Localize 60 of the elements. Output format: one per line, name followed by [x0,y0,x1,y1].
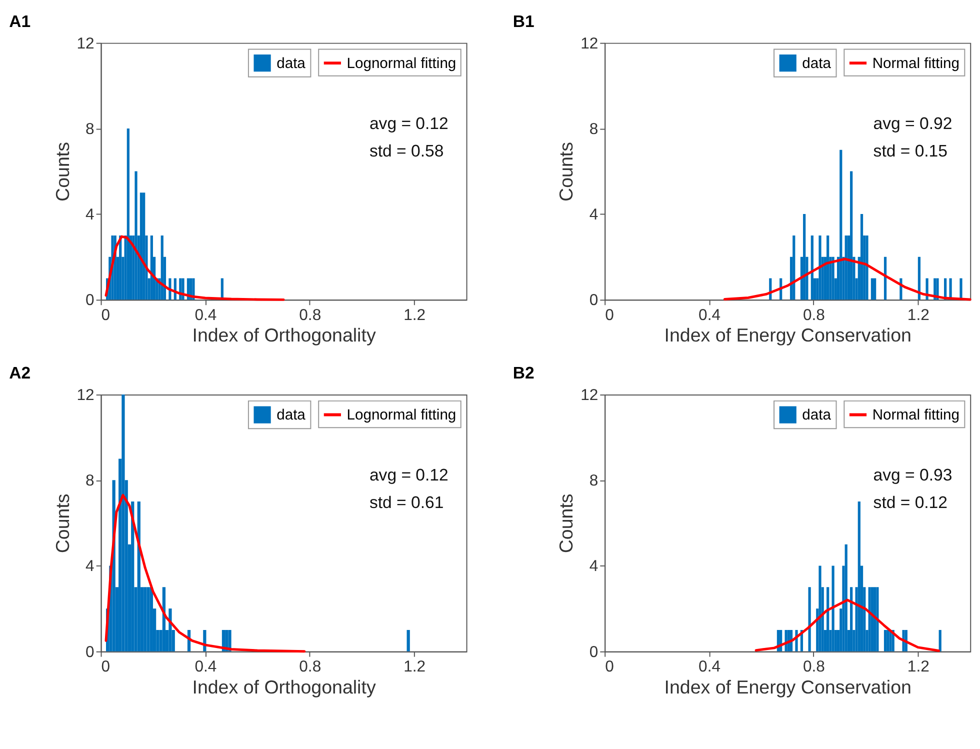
chart-title: B1 [512,12,534,32]
x-tick-label: 0 [605,306,614,324]
x-axis-title: Index of Energy Conservation [664,676,912,698]
chart-title: A2 [9,364,31,383]
y-tick-label: 4 [589,558,598,576]
x-tick-label: 0.4 [698,306,721,324]
x-tick-label: 0.8 [802,306,826,324]
x-tick-label: 1.2 [907,658,930,676]
annotation: avg = 0.92 [873,114,952,133]
legend-label: Lognormal fitting [346,408,456,424]
legend-label: Lognormal fitting [346,56,456,72]
y-tick-label: 0 [589,292,598,310]
x-tick-label: 0.8 [299,658,322,676]
y-tick-label: 12 [580,386,598,404]
legend-label: Normal fitting [872,56,960,72]
y-tick-label: 0 [589,644,598,661]
y-axis-title: Counts [556,142,577,202]
legend-label: data [276,56,306,72]
annotation: std = 0.12 [873,493,948,512]
x-tick-label: 1.2 [907,306,930,324]
y-tick-label: 4 [86,206,95,224]
x-tick-label: 0 [101,658,110,676]
y-tick-label: 8 [86,120,95,138]
legend-label: data [802,56,832,72]
y-tick-label: 8 [589,472,598,490]
x-tick-label: 0.4 [194,658,217,676]
x-tick-label: 1.2 [404,306,426,324]
annotation: avg = 0.12 [369,114,448,133]
y-tick-label: 0 [86,292,95,310]
y-tick-label: 4 [86,558,95,576]
y-tick-label: 12 [76,35,94,52]
annotation: avg = 0.12 [369,465,448,484]
y-tick-label: 12 [580,35,598,52]
x-tick-label: 0.4 [194,306,217,324]
annotation: std = 0.58 [369,141,444,160]
y-tick-label: 8 [589,120,598,138]
legend-label: data [276,408,306,424]
x-tick-label: 0 [101,306,110,324]
x-tick-label: 0.8 [299,306,322,324]
y-axis-title: Counts [52,142,73,202]
x-axis-title: Index of Orthogonality [192,324,376,346]
x-tick-label: 0.4 [698,658,721,676]
annotation: std = 0.61 [369,493,444,512]
x-axis-title: Index of Orthogonality [192,676,376,698]
legend-label: Normal fitting [872,408,960,424]
x-tick-label: 0.8 [802,658,826,676]
y-tick-label: 8 [86,472,95,490]
annotation: avg = 0.93 [873,465,952,484]
y-axis-title: Counts [52,494,73,554]
annotation: std = 0.15 [873,141,948,160]
y-axis-title: Counts [556,494,577,554]
x-tick-label: 0 [605,658,614,676]
x-axis-title: Index of Energy Conservation [664,324,912,346]
chart-title: A1 [9,12,31,32]
x-tick-label: 1.2 [404,658,426,676]
y-tick-label: 0 [86,644,95,661]
chart-title: B2 [512,364,534,383]
y-tick-label: 4 [589,206,598,224]
legend-label: data [802,408,832,424]
y-tick-label: 12 [76,386,94,404]
